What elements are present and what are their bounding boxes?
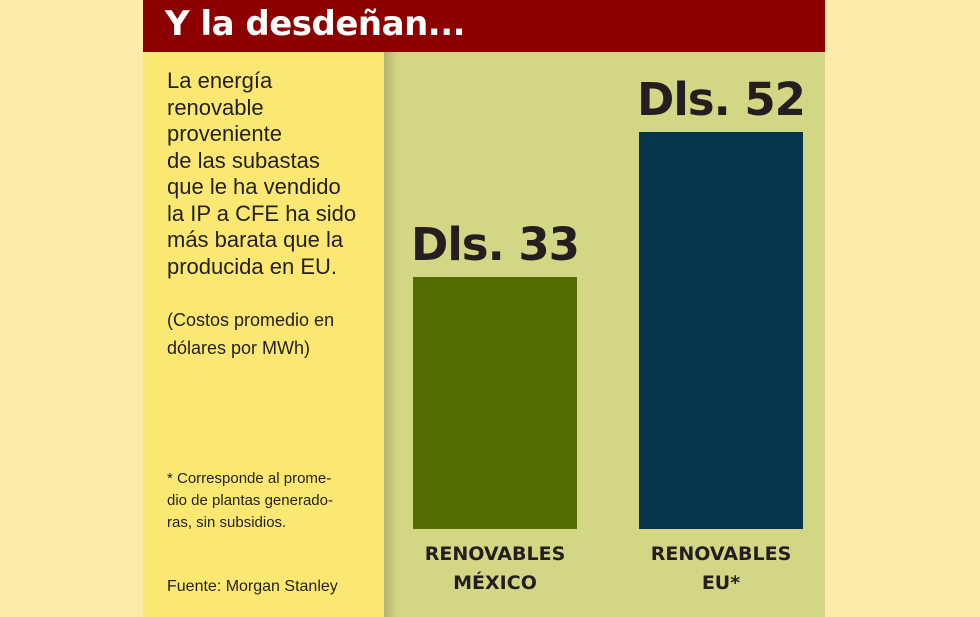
category-label: RENOVABLES MÉXICO [424,543,566,594]
category-label: RENOVABLES EU* [650,543,792,594]
header-banner: Y la desdeñan... [143,0,825,52]
units-note: (Costos promedio en dólares por MWh) [167,310,335,358]
left-text-panel [143,52,384,617]
bar-value-label: Dls. 33 [411,218,580,272]
page-title: Y la desdeñan... [165,4,466,44]
footnote: * Corresponde al prome- dio de plantas g… [167,470,333,531]
intro-text: La energía renovable proveniente de las … [167,68,357,279]
source-note: Fuente: Morgan Stanley [167,578,338,595]
panel-divider-shadow [384,52,398,617]
bar-mexico [413,277,577,529]
bar-eu [639,132,803,529]
bar-value-label: Dls. 52 [637,73,806,126]
